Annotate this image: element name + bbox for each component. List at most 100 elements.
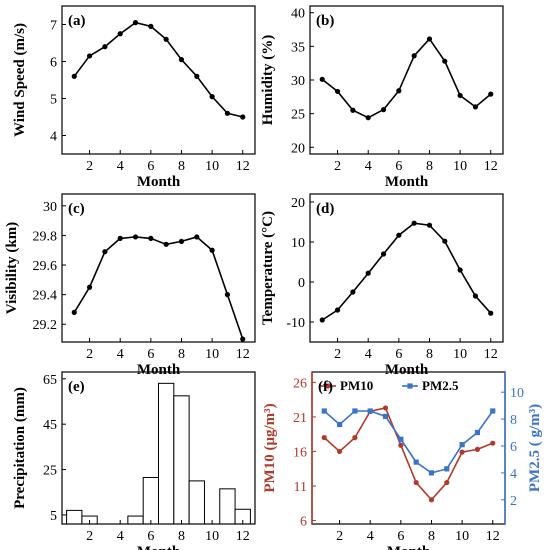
plot-frame — [309, 5, 504, 155]
data-point — [117, 235, 123, 241]
y-tick-label: -10 — [286, 316, 305, 331]
y-tick-label: 29.6 — [33, 259, 58, 274]
legend-marker — [325, 383, 331, 389]
x-tick-label: 8 — [426, 347, 433, 362]
data-point — [380, 107, 387, 113]
series-line-pm10 — [323, 406, 494, 502]
y-tick-label: 5 — [50, 93, 57, 108]
y-axis-title: PM10 (μg/m³) — [262, 403, 278, 492]
data-point-pm10 — [336, 448, 343, 455]
data-point-pm25 — [321, 408, 327, 414]
y-tick-label: 29.2 — [33, 318, 58, 333]
y-tick-label: 11 — [294, 480, 307, 495]
panel-c: 2 4 6 8 10 12 29.2 29.4 29.6 29.8 30 (c) Month Visibi… — [4, 193, 256, 378]
y-tick-label: 25 — [43, 464, 57, 479]
y-tick-label: 20 — [291, 141, 305, 156]
panel-f: 2 4 6 8 10 12 6 11 16 21 26 2 4 6 8 10 PM10 PM2.5 (f) Month… — [262, 371, 543, 550]
data-point-pm10 — [413, 479, 419, 486]
data-point-pm25 — [367, 408, 373, 414]
x-axis-title: Month — [137, 174, 181, 190]
data-point — [224, 292, 231, 298]
data-point-pm25 — [352, 408, 358, 414]
data-point — [319, 317, 325, 323]
data-point — [319, 76, 325, 82]
y-tick-label: 25 — [291, 108, 305, 123]
y-axis-title: Wind Speed (m/s) — [12, 23, 28, 137]
panel-d: 2 4 6 8 10 12 -10 0 10 20 (d) Month Temperature (°C) — [260, 193, 504, 378]
data-point — [240, 336, 246, 342]
x-tick-label: 4 — [367, 529, 374, 544]
y-tick-label: 6 — [50, 56, 57, 71]
data-point-pm25 — [398, 436, 404, 442]
series-line — [73, 236, 244, 340]
data-point — [132, 234, 139, 240]
data-point — [334, 88, 341, 95]
x-tick-label: 8 — [178, 529, 185, 544]
data-point — [365, 270, 371, 276]
x-tick-label: 8 — [426, 159, 433, 174]
data-point — [209, 247, 215, 253]
data-point — [411, 53, 417, 59]
data-point — [396, 232, 402, 238]
plot-frame — [309, 193, 504, 343]
y2-axis-title: PM2.5 ( g/m³) — [527, 404, 543, 492]
y-axis-title: Temperature (°C) — [260, 211, 276, 325]
plot-frame — [61, 371, 256, 525]
bar-month-5 — [127, 515, 144, 525]
data-point — [194, 73, 200, 79]
data-point-pm10 — [352, 435, 358, 441]
x-tick-label: 10 — [455, 529, 469, 544]
x-tick-label: 2 — [336, 529, 343, 544]
x-tick-label: 10 — [205, 529, 219, 544]
y-tick-label: 21 — [293, 411, 307, 426]
bar-month-1 — [66, 509, 83, 525]
x-tick-label: 12 — [486, 529, 500, 544]
data-point-pm25 — [428, 470, 435, 476]
bar-month-8 — [173, 395, 190, 525]
x-tick-label: 10 — [453, 159, 467, 174]
data-point-pm10 — [398, 442, 404, 448]
y-tick-label: 16 — [293, 445, 307, 460]
data-point — [426, 222, 433, 228]
y-tick-label: 35 — [291, 40, 305, 55]
data-point-pm25 — [490, 408, 496, 414]
x-axis-title: Month — [137, 544, 181, 550]
plot-frame — [61, 5, 256, 155]
y-tick-label: 29.8 — [33, 229, 58, 244]
x-tick-label: 2 — [334, 159, 341, 174]
y-axis-title: Precipitation (mm) — [12, 387, 28, 509]
series-line — [73, 21, 243, 118]
x-tick-label: 6 — [395, 347, 402, 362]
x-tick-label: 6 — [147, 159, 154, 174]
data-point — [457, 267, 463, 273]
data-point — [396, 88, 402, 94]
y-tick-label: 6 — [300, 515, 307, 530]
x-axis-title: Month — [387, 544, 431, 550]
data-point — [380, 251, 387, 257]
y-tick-label: 5 — [50, 509, 57, 524]
x-tick-label: 4 — [365, 347, 372, 362]
data-point — [350, 289, 356, 295]
data-point-pm10 — [382, 405, 389, 411]
x-tick-label: 12 — [236, 529, 250, 544]
data-point-pm25 — [444, 466, 450, 472]
data-point-pm10 — [444, 479, 450, 486]
x-tick-label: 2 — [86, 529, 93, 544]
data-point-pm10 — [428, 497, 435, 503]
y-tick-label: 4 — [50, 130, 57, 145]
y-axis-title: Visibility (km) — [4, 222, 20, 314]
legend-label: PM2.5 — [422, 378, 459, 393]
data-point — [148, 235, 154, 241]
panel-label: (c) — [68, 201, 85, 217]
data-point — [117, 31, 123, 37]
data-point — [224, 110, 231, 116]
data-point — [488, 310, 494, 316]
data-point-pm25 — [474, 429, 481, 436]
y2-tick-label: 8 — [510, 413, 517, 428]
x-axis-title: Month — [385, 362, 429, 378]
y-tick-label: 29.4 — [33, 289, 58, 304]
panel-e: 2 4 6 8 10 12 5 25 45 65 (e) Month Precipitation (mm… — [12, 371, 256, 550]
y-tick-label: 40 — [291, 7, 305, 22]
y-tick-label: 30 — [43, 200, 57, 215]
data-point — [472, 293, 479, 299]
